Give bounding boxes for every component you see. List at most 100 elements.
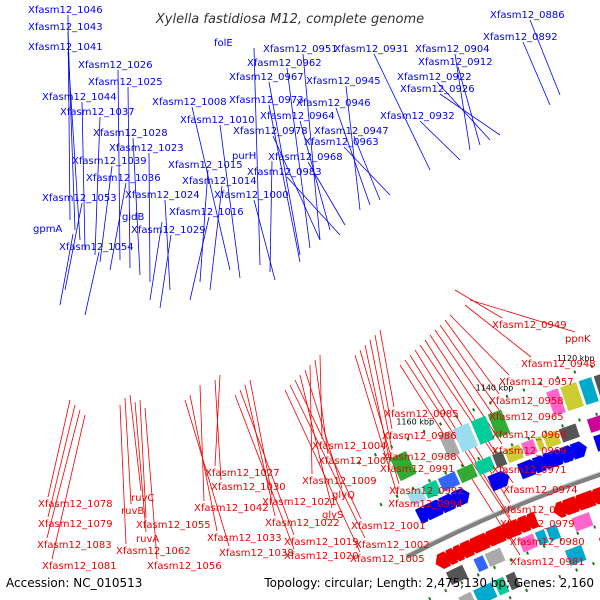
gene-label-reverse[interactable]: Xfasm12_0965 xyxy=(489,412,564,423)
gene-label-reverse[interactable]: Xfasm12_0986 xyxy=(382,431,457,442)
upper-leader-line xyxy=(109,182,127,271)
gene-label-reverse[interactable]: glyQ xyxy=(332,490,355,501)
gene-label-reverse[interactable]: Xfasm12_1022 xyxy=(265,518,340,529)
gene-label-forward[interactable]: Xfasm12_0951 xyxy=(263,44,338,55)
gene-label-reverse[interactable]: Xfasm12_0971 xyxy=(492,465,567,476)
gene-label-forward[interactable]: Xfasm12_0978 xyxy=(233,126,308,137)
lower-leader-line xyxy=(189,394,218,532)
gene-label-reverse[interactable]: Xfasm12_1055 xyxy=(136,520,211,531)
gene-label-reverse[interactable]: Xfasm12_0957 xyxy=(499,377,574,388)
gene-label-reverse[interactable]: Xfasm12_1042 xyxy=(194,503,269,514)
gene-label-forward[interactable]: Xfasm12_0963 xyxy=(304,137,379,148)
gene-label-forward[interactable]: Xfasm12_1053 xyxy=(42,193,117,204)
gene-label-reverse[interactable]: Xfasm12_0948 xyxy=(521,359,596,370)
gene-label-reverse[interactable]: Xfasm12_1005 xyxy=(350,554,425,565)
gene-label-forward[interactable]: Xfasm12_1026 xyxy=(78,60,153,71)
gene-label-reverse[interactable]: Xfasm12_0975 xyxy=(500,505,575,516)
gene-label-forward[interactable]: Xfasm12_0946 xyxy=(296,98,371,109)
gene-label-reverse[interactable]: Xfasm12_0979 xyxy=(500,519,575,530)
gene-label-forward[interactable]: Xfasm12_0932 xyxy=(380,111,455,122)
gene-label-forward[interactable]: Xfasm12_0947 xyxy=(314,126,389,137)
gene-label-reverse[interactable]: Xfasm12_1021 xyxy=(262,497,337,508)
gene-label-reverse[interactable]: ruvC xyxy=(131,493,154,504)
gene-label-reverse[interactable]: Xfasm12_1030 xyxy=(211,482,286,493)
gene-label-reverse[interactable]: Xfasm12_1038 xyxy=(219,548,294,559)
gene-label-forward[interactable]: Xfasm12_1029 xyxy=(131,225,206,236)
gene-label-forward[interactable]: Xfasm12_0962 xyxy=(247,58,322,69)
gene-label-forward[interactable]: Xfasm12_1028 xyxy=(93,128,168,139)
gene-label-reverse[interactable]: Xfasm12_0958 xyxy=(489,396,564,407)
gene-label-forward[interactable]: Xfasm12_0968 xyxy=(268,152,343,163)
gene-label-forward[interactable]: Xfasm12_0973 xyxy=(229,95,304,106)
gene-label-forward[interactable]: Xfasm12_1046 xyxy=(28,5,103,16)
gene-label-reverse[interactable]: Xfasm12_1007 xyxy=(318,456,393,467)
gene-label-reverse[interactable]: Xfasm12_1002 xyxy=(355,540,430,551)
gene-label-forward[interactable]: Xfasm12_1054 xyxy=(59,242,134,253)
gene-label-forward[interactable]: Xfasm12_1016 xyxy=(169,207,244,218)
gene-label-reverse[interactable]: Xfasm12_0966 xyxy=(492,430,567,441)
gene-label-reverse[interactable]: Xfasm12_1062 xyxy=(116,546,191,557)
gene-label-forward[interactable]: folE xyxy=(214,38,233,49)
lower-leader-line xyxy=(469,299,576,333)
gene-label-forward[interactable]: purH xyxy=(232,151,256,162)
gene-label-forward[interactable]: Xfasm12_0912 xyxy=(418,57,493,68)
gene-label-reverse[interactable]: Xfasm12_1019 xyxy=(284,537,359,548)
gene-label-forward[interactable]: Xfasm12_0922 xyxy=(397,72,472,83)
gene-label-reverse[interactable]: Xfasm12_1027 xyxy=(205,468,280,479)
reverse-gene-11 xyxy=(573,490,597,511)
gene-label-forward[interactable]: Xfasm12_1015 xyxy=(168,160,243,171)
gene-label-forward[interactable]: Xfasm12_1014 xyxy=(182,176,257,187)
gene-label-forward[interactable]: Xfasm12_1037 xyxy=(60,107,135,118)
gene-label-forward[interactable]: Xfasm12_0886 xyxy=(490,10,565,21)
gene-label-reverse[interactable]: Xfasm12_1079 xyxy=(38,519,113,530)
gene-label-reverse[interactable]: Xfasm12_1020 xyxy=(284,551,359,562)
gene-label-forward[interactable]: Xfasm12_0931 xyxy=(334,44,409,55)
gene-label-reverse[interactable]: Xfasm12_1056 xyxy=(147,561,222,572)
gene-label-forward[interactable]: Xfasm12_1043 xyxy=(28,22,103,33)
gene-label-forward[interactable]: Xfasm12_1044 xyxy=(42,92,117,103)
gene-label-forward[interactable]: Xfasm12_0945 xyxy=(306,76,381,87)
gene-label-forward[interactable]: Xfasm12_1008 xyxy=(152,97,227,108)
gene-label-reverse[interactable]: Xfasm12_1004 xyxy=(312,441,387,452)
gene-label-forward[interactable]: Xfasm12_0964 xyxy=(260,111,335,122)
gene-label-forward[interactable]: Xfasm12_0967 xyxy=(229,72,304,83)
gene-label-reverse[interactable]: ppnK xyxy=(565,334,591,345)
gene-label-reverse[interactable]: Xfasm12_0992 xyxy=(389,486,464,497)
gene-label-forward[interactable]: Xfasm12_1036 xyxy=(86,173,161,184)
lower-leader-line xyxy=(199,384,205,502)
gene-label-reverse[interactable]: Xfasm12_1081 xyxy=(42,561,117,572)
gene-label-forward[interactable]: Xfasm12_1010 xyxy=(180,115,255,126)
gene-label-reverse[interactable]: Xfasm12_0981 xyxy=(510,557,585,568)
gene-label-forward[interactable]: gidB xyxy=(122,212,144,223)
reverse-gene-0 xyxy=(435,551,451,570)
gene-label-reverse[interactable]: Xfasm12_1009 xyxy=(302,476,377,487)
gene-label-reverse[interactable]: Xfasm12_0980 xyxy=(510,537,585,548)
gene-label-forward[interactable]: Xfasm12_1000 xyxy=(214,190,289,201)
gene-label-reverse[interactable]: ruvA xyxy=(136,534,159,545)
gene-label-reverse[interactable]: ruvB xyxy=(121,506,144,517)
gene-label-forward[interactable]: Xfasm12_0926 xyxy=(400,84,475,95)
gene-label-forward[interactable]: Xfasm12_0892 xyxy=(483,32,558,43)
gene-label-forward[interactable]: Xfasm12_1025 xyxy=(88,77,163,88)
upper-leader-line xyxy=(302,53,321,241)
gene-label-reverse[interactable]: Xfasm12_1078 xyxy=(38,499,113,510)
gene-label-forward[interactable]: Xfasm12_0904 xyxy=(415,44,490,55)
gene-label-reverse[interactable]: Xfasm12_0994 xyxy=(388,499,463,510)
gene-label-forward[interactable]: Xfasm12_0983 xyxy=(247,167,322,178)
gene-label-forward[interactable]: Xfasm12_1041 xyxy=(28,42,103,53)
gene-label-forward[interactable]: gpmA xyxy=(33,224,62,235)
gene-label-reverse[interactable]: Xfasm12_0969 xyxy=(492,446,567,457)
gene-label-reverse[interactable]: Xfasm12_1033 xyxy=(207,533,282,544)
gene-label-reverse[interactable]: Xfasm12_1083 xyxy=(37,540,112,551)
gene-label-reverse[interactable]: glyS xyxy=(322,510,343,521)
gene-label-reverse[interactable]: Xfasm12_0949 xyxy=(492,320,567,331)
gene-label-reverse[interactable]: Xfasm12_0991 xyxy=(380,464,455,475)
gene-label-reverse[interactable]: Xfasm12_0985 xyxy=(384,409,459,420)
gene-label-forward[interactable]: Xfasm12_1039 xyxy=(72,156,147,167)
gene-label-forward[interactable]: Xfasm12_1023 xyxy=(109,143,184,154)
upper-leader-line xyxy=(272,135,321,241)
gene-label-reverse[interactable]: Xfasm12_1001 xyxy=(351,521,426,532)
gene-label-reverse[interactable]: Xfasm12_0974 xyxy=(503,485,578,496)
gene-label-reverse[interactable]: Xfasm12_0988 xyxy=(382,452,457,463)
gene-label-forward[interactable]: Xfasm12_1024 xyxy=(125,190,200,201)
